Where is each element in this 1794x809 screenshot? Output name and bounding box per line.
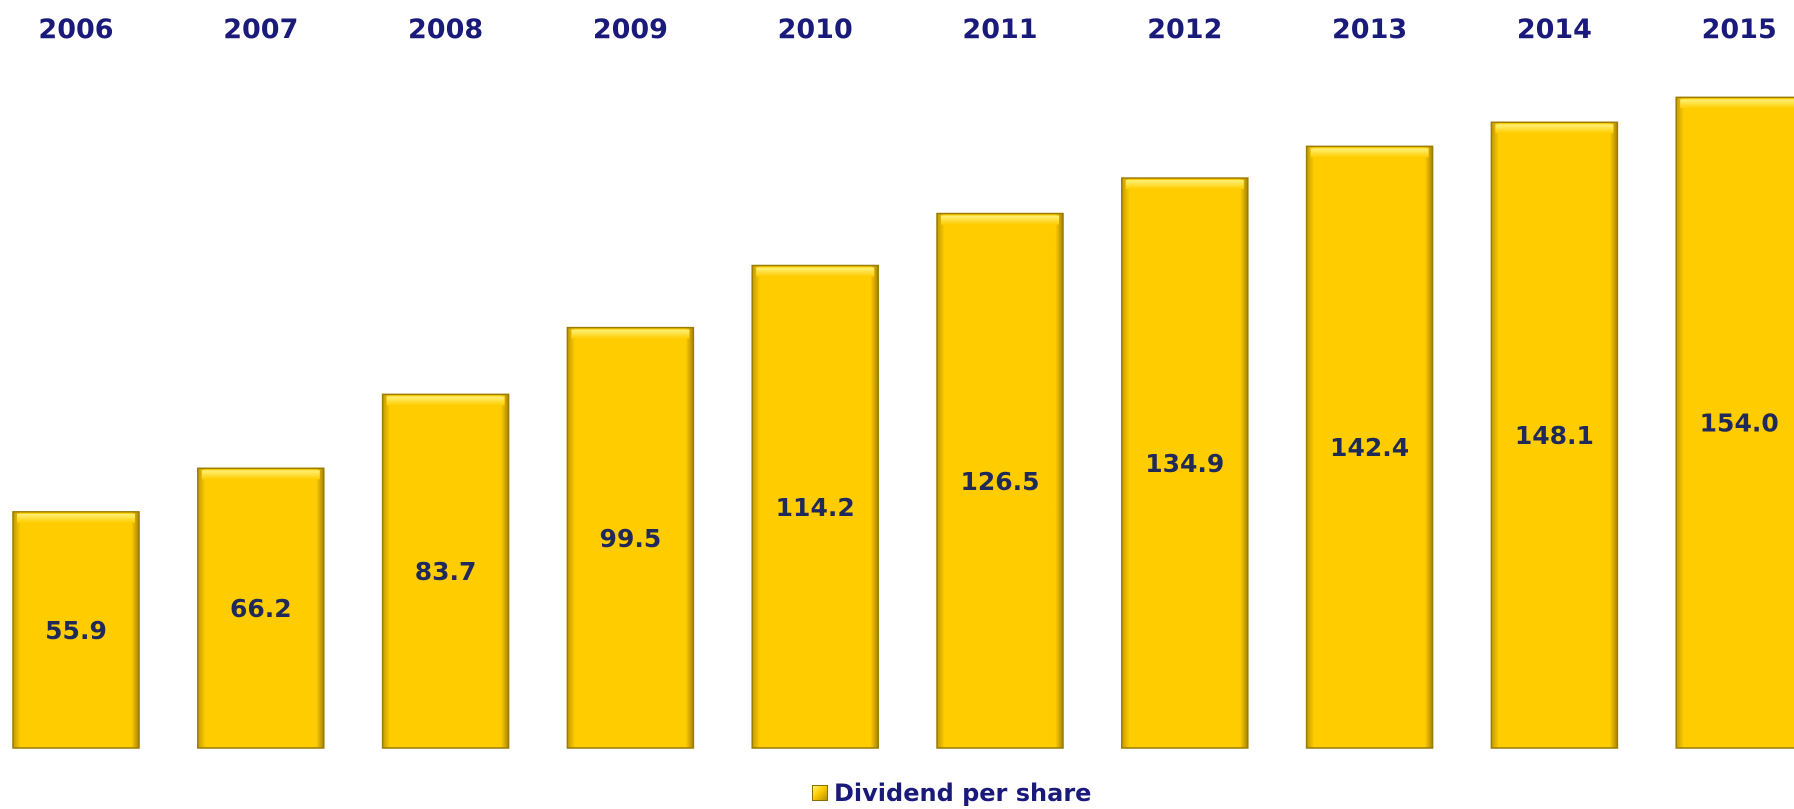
bar-2010 bbox=[751, 264, 879, 749]
year-label-2009: 2009 bbox=[593, 14, 668, 45]
year-label-2013: 2013 bbox=[1332, 14, 1407, 45]
bar-2006 bbox=[12, 511, 140, 749]
legend: Dividend per share bbox=[812, 778, 1091, 808]
bar-bevel-2014 bbox=[1495, 124, 1614, 134]
year-label-2011: 2011 bbox=[962, 14, 1037, 45]
bar-2011 bbox=[936, 212, 1064, 749]
bar-2012 bbox=[1121, 177, 1249, 749]
bar-2009 bbox=[566, 326, 695, 749]
value-label-2011: 126.5 bbox=[960, 467, 1039, 496]
year-labels: 2006 2007 2008 2009 2010 2011 2012 2013 2014 2015 bbox=[38, 14, 1776, 45]
bar-bevel-2006 bbox=[17, 513, 135, 523]
value-label-2014: 148.1 bbox=[1515, 421, 1594, 450]
bar-2008 bbox=[381, 393, 510, 749]
legend-swatch-icon bbox=[812, 785, 828, 801]
bar-2013 bbox=[1305, 145, 1434, 749]
bar-2007 bbox=[197, 467, 325, 749]
year-label-2015: 2015 bbox=[1702, 14, 1777, 45]
year-label-2007: 2007 bbox=[223, 14, 298, 45]
value-label-2007: 66.2 bbox=[230, 594, 292, 623]
value-label-2010: 114.2 bbox=[776, 493, 855, 522]
bar-bevel-2010 bbox=[756, 267, 875, 277]
year-label-2014: 2014 bbox=[1517, 14, 1592, 45]
bar-bevel-2008 bbox=[386, 396, 505, 406]
year-label-2006: 2006 bbox=[38, 14, 113, 45]
bars bbox=[12, 96, 1794, 749]
year-label-2008: 2008 bbox=[408, 14, 483, 45]
bar-bevel-2009 bbox=[571, 329, 690, 339]
value-label-2006: 55.9 bbox=[45, 616, 107, 645]
year-label-2012: 2012 bbox=[1147, 14, 1222, 45]
bar-2014 bbox=[1490, 121, 1619, 749]
bar-2015 bbox=[1675, 96, 1794, 749]
value-label-2012: 134.9 bbox=[1145, 449, 1224, 478]
value-label-2013: 142.4 bbox=[1330, 433, 1409, 462]
value-label-2008: 83.7 bbox=[415, 557, 477, 586]
value-label-2009: 99.5 bbox=[600, 524, 662, 553]
bar-bevel-2013 bbox=[1310, 148, 1429, 158]
value-label-2015: 154.0 bbox=[1700, 409, 1779, 438]
bar-bevel-2012 bbox=[1125, 180, 1244, 190]
bar-bevel-2007 bbox=[201, 470, 320, 480]
legend-label: Dividend per share bbox=[834, 779, 1092, 807]
bar-bevel-2015 bbox=[1680, 99, 1794, 109]
value-labels: 55.9 66.2 83.7 99.5 114.2 126.5 134.9 142.4 148.… bbox=[45, 409, 1779, 645]
bar-bevel-2011 bbox=[941, 215, 1059, 225]
year-label-2010: 2010 bbox=[778, 14, 853, 45]
